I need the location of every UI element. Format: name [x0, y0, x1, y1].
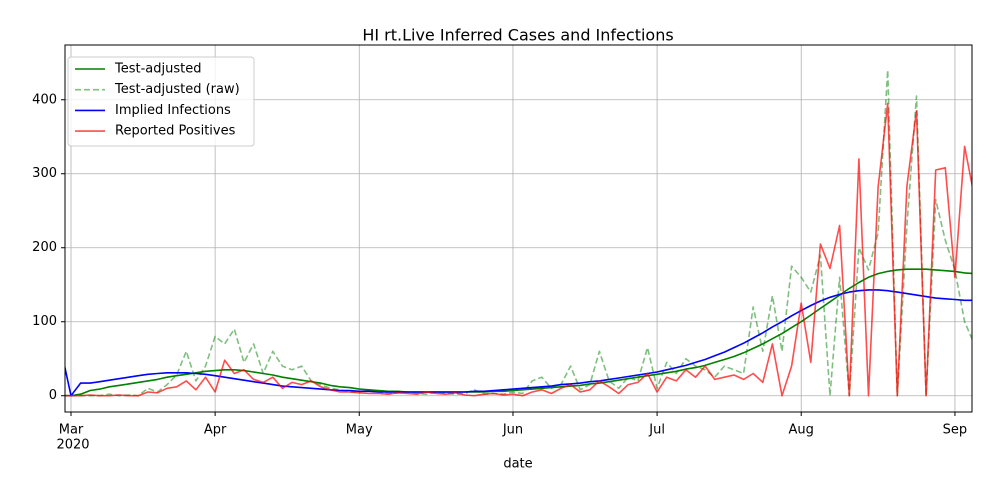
- y-tick-label: 200: [32, 240, 57, 255]
- series-line: [65, 289, 972, 397]
- x-tick-label: Aug: [789, 423, 814, 438]
- series-line: [65, 69, 972, 397]
- legend-box: [67, 56, 255, 147]
- grid: [65, 45, 972, 412]
- legend-label: Implied Infections: [115, 103, 231, 118]
- legend-label: Test-adjusted: [114, 62, 201, 77]
- y-tick-label: 400: [32, 92, 57, 107]
- y-tick-label: 0: [49, 388, 57, 403]
- x-tick-label: Jun: [502, 423, 523, 438]
- plot-area: [65, 69, 972, 397]
- legend: Test-adjusted Test-adjusted (raw) Implied …: [67, 56, 255, 147]
- x-tick-label: May: [346, 423, 373, 438]
- series-line: [65, 102, 972, 397]
- x-tick-label: Apr: [204, 423, 227, 438]
- x-tick-label: Sep: [943, 423, 968, 438]
- x-axis-label: date: [503, 457, 532, 472]
- legend-label: Test-adjusted (raw): [114, 82, 240, 97]
- y-tick-label: 300: [32, 166, 57, 181]
- x-tick-label: Mar: [59, 423, 84, 438]
- y-tick-label: 100: [32, 314, 57, 329]
- x-year-label: 2020: [56, 438, 89, 453]
- x-tick-label: Jul: [648, 423, 665, 438]
- axes-frame: [64, 44, 973, 413]
- series-line: [65, 268, 972, 397]
- chart-title: HI rt.Live Inferred Cases and Infections: [362, 26, 673, 45]
- legend-label: Reported Positives: [115, 124, 236, 139]
